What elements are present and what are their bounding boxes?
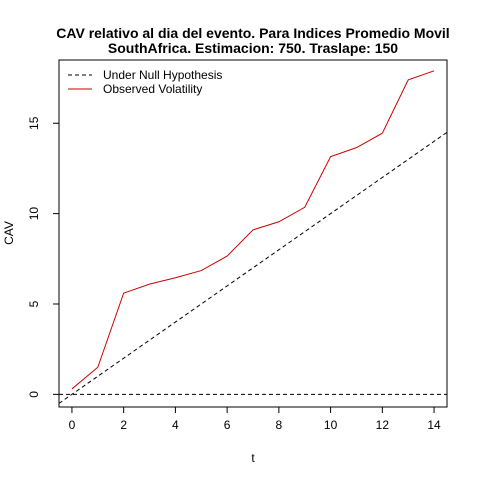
- series-line-1: [71, 70, 435, 390]
- x-tick-label: 8: [276, 418, 283, 432]
- chart-title-line1: CAV relativo al dia del evento. Para Ind…: [56, 25, 449, 41]
- x-tick-label: 12: [376, 418, 390, 432]
- y-axis: 0 5 10 15: [27, 116, 59, 398]
- y-tick-label: 15: [27, 116, 41, 130]
- x-tick-label: 6: [224, 418, 231, 432]
- x-tick-label: 2: [120, 418, 127, 432]
- x-tick-label: 10: [324, 418, 338, 432]
- y-tick-label: 5: [27, 300, 41, 307]
- y-tick-label: 0: [27, 391, 41, 398]
- x-tick-label: 14: [427, 418, 441, 432]
- legend-label-0: Under Null Hypothesis: [103, 68, 222, 82]
- x-axis-label: t: [251, 451, 255, 465]
- plot-frame: [58, 59, 448, 408]
- legend-label-1: Observed Volatility: [103, 82, 202, 96]
- x-tick-label: 4: [172, 418, 179, 432]
- y-axis-label: CAV: [2, 221, 16, 245]
- chart-title-line2: SouthAfrica. Estimacion: 750. Traslape: …: [108, 40, 398, 56]
- x-axis: 0 2 4 6 8 10 12 14: [69, 407, 441, 432]
- plot-content: [58, 70, 448, 404]
- x-tick-label: 0: [69, 418, 76, 432]
- series-line-0: [58, 131, 448, 404]
- y-tick-label: 10: [27, 207, 41, 221]
